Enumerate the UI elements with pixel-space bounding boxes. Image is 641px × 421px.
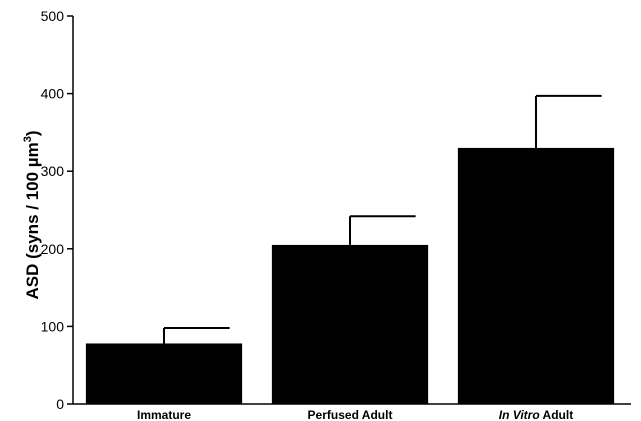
category-label-part: Adult [540, 408, 574, 421]
bar [271, 244, 429, 404]
y-axis-label-superscript: 3 [22, 136, 34, 142]
category-labels: Immature Perfused Adult In Vitro Adult [137, 408, 573, 421]
y-axis: 0 100 200 300 400 500 [41, 8, 74, 412]
y-tick-label: 500 [41, 8, 65, 24]
category-label: Perfused Adult [308, 408, 393, 421]
y-axis-label-main: ASD (syns / 100 µm [23, 142, 42, 299]
category-label-part: Immature [137, 408, 191, 421]
bars [85, 147, 615, 405]
y-axis-label: ASD (syns / 100 µm3) [22, 131, 42, 300]
y-tick-label: 400 [41, 86, 65, 102]
y-tick-label: 200 [41, 241, 65, 257]
y-tick-label: 0 [56, 396, 64, 412]
error-bars [163, 94, 602, 344]
bar [457, 147, 615, 405]
y-tick-label: 100 [41, 318, 65, 334]
category-label-part: Perfused Adult [308, 408, 393, 421]
y-axis-label-close: ) [23, 131, 42, 137]
bar [85, 343, 243, 404]
y-tick-label: 300 [41, 163, 65, 179]
category-label-part: In Vitro [499, 408, 540, 421]
category-label: In Vitro Adult [499, 408, 573, 421]
category-label: Immature [137, 408, 191, 421]
